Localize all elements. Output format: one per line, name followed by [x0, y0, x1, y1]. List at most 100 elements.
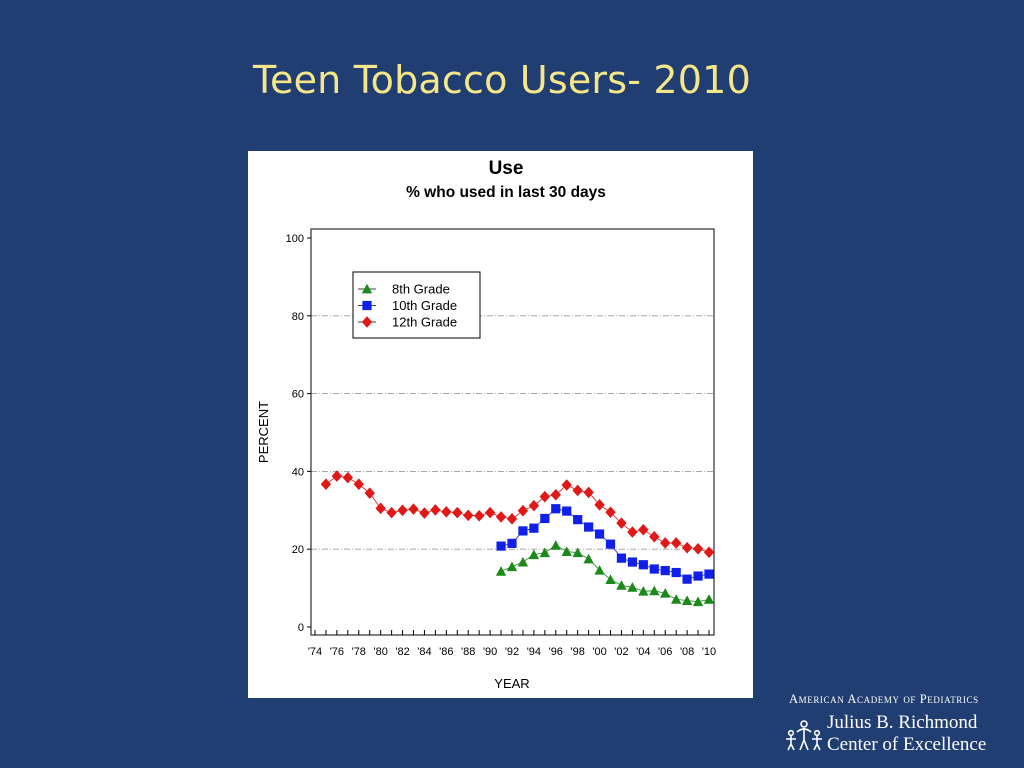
data-point-1-2004: [638, 560, 648, 570]
logo-line-2: Center of Excellence: [827, 734, 987, 755]
data-point-0-1999: [583, 553, 594, 564]
x-tick-label-2010: '10: [702, 646, 716, 658]
data-point-1-2000: [594, 529, 605, 539]
data-point-1-1997: [562, 506, 572, 516]
data-point-2-1999: [583, 486, 594, 499]
data-point-2-1984: [419, 507, 430, 519]
slide-title: Teen Tobacco Users- 2010: [253, 58, 751, 102]
y-axis: 0 20 40 60 80 100: [286, 233, 311, 634]
x-tick-label-2004: '04: [636, 646, 650, 658]
data-point-2-2007: [670, 537, 682, 549]
family-figures-icon: [786, 720, 822, 751]
y-axis-label: PERCENT: [256, 401, 271, 463]
y-tick-label-0: 0: [298, 622, 304, 634]
x-tick-label-1986: '86: [439, 646, 453, 658]
data-point-2-1996: [550, 488, 561, 501]
data-point-2-1990: [484, 506, 496, 519]
x-tick-label-1990: '90: [483, 646, 497, 658]
aap-richmond-logo: American Academy of Pediatrics Julius B.…: [783, 690, 998, 760]
data-point-2-2000: [594, 499, 605, 511]
series-layer: [320, 470, 715, 607]
chart-subtitle: % who used in last 30 days: [406, 184, 606, 201]
data-point-2-1992: [506, 513, 518, 525]
data-point-2-1989: [473, 509, 485, 522]
data-point-2-2002: [616, 517, 627, 529]
data-point-2-1975: [320, 478, 332, 491]
data-point-1-1991: [496, 541, 506, 551]
data-point-0-1992: [506, 561, 518, 572]
x-axis-label: YEAR: [494, 676, 529, 691]
data-point-2-1987: [452, 506, 463, 519]
x-tick-label-1996: '96: [549, 646, 563, 658]
series-1: [496, 504, 714, 584]
data-point-2-1983: [408, 503, 419, 515]
legend-label-1: 10th Grade: [392, 298, 457, 313]
data-point-1-1993: [518, 526, 528, 536]
data-point-2-1986: [441, 506, 452, 518]
logo-org-name: American Academy of Pediatrics: [789, 692, 979, 706]
x-tick-label-2000: '00: [592, 646, 606, 658]
x-tick-label-1980: '80: [373, 646, 387, 658]
x-tick-label-1992: '92: [505, 646, 519, 658]
data-point-2-2003: [627, 526, 638, 538]
data-point-2-2001: [605, 506, 616, 519]
x-tick-label-1994: '94: [527, 646, 541, 658]
data-point-0-2010: [703, 594, 715, 604]
legend-label-2: 12th Grade: [392, 315, 457, 330]
data-point-0-2002: [616, 580, 627, 590]
x-tick-label-2008: '08: [680, 646, 694, 658]
logo-line-1: Julius B. Richmond: [827, 712, 978, 733]
data-point-1-1996: [551, 504, 561, 514]
data-point-2-1988: [463, 509, 474, 522]
data-point-1-2008: [682, 574, 692, 584]
data-point-1-2005: [649, 564, 659, 574]
data-point-1-2010: [704, 569, 714, 579]
x-tick-label-1998: '98: [570, 646, 584, 658]
data-point-2-1980: [375, 502, 386, 515]
data-point-0-2001: [605, 574, 616, 584]
data-point-2-1982: [397, 504, 408, 517]
y-tick-label-80: 80: [292, 311, 304, 323]
legend-marker-0: [361, 283, 373, 294]
data-point-2-1994: [528, 499, 540, 512]
data-point-2-1978: [353, 478, 364, 491]
x-tick-label-1978: '78: [352, 646, 366, 658]
series-2: [320, 470, 715, 559]
x-tick-label-1984: '84: [417, 646, 431, 658]
data-point-0-2004: [638, 586, 649, 596]
data-point-0-2009: [692, 596, 704, 607]
y-tick-label-60: 60: [292, 389, 304, 401]
data-point-0-1993: [517, 556, 529, 567]
data-point-0-1995: [539, 547, 551, 558]
data-point-1-2001: [605, 539, 616, 549]
series-line-2: [325, 475, 710, 553]
data-point-0-2008: [681, 595, 693, 605]
data-point-2-1976: [331, 470, 343, 482]
data-point-0-2005: [649, 585, 660, 596]
x-tick-label-2002: '02: [614, 646, 628, 658]
legend-label-0: 8th Grade: [392, 282, 450, 297]
y-tick-label-20: 20: [292, 544, 304, 556]
y-tick-label-100: 100: [286, 233, 304, 245]
data-point-0-1991: [495, 566, 507, 576]
x-tick-label-1976: '76: [330, 646, 344, 658]
data-point-0-1997: [561, 546, 572, 556]
data-point-2-1995: [539, 490, 551, 503]
data-point-2-2010: [703, 546, 715, 559]
legend-marker-1: [362, 300, 372, 311]
x-axis: '74 '76 '78 '80 '82 '84 '86 '88 '90 '92 '94 '96 '98 '…: [308, 630, 716, 658]
legend-marker-2: [361, 316, 373, 328]
data-point-0-2007: [670, 594, 682, 604]
data-point-2-2004: [638, 523, 649, 536]
data-point-1-1995: [540, 513, 550, 524]
data-point-0-1998: [572, 547, 583, 558]
data-point-2-1997: [561, 479, 572, 491]
data-point-2-1981: [386, 506, 397, 519]
data-point-0-2003: [627, 582, 638, 592]
data-point-2-1993: [517, 504, 529, 517]
data-point-0-2006: [660, 587, 671, 598]
data-point-0-2000: [594, 565, 605, 575]
chart-title: Use: [489, 158, 524, 179]
data-point-2-1991: [495, 511, 507, 523]
